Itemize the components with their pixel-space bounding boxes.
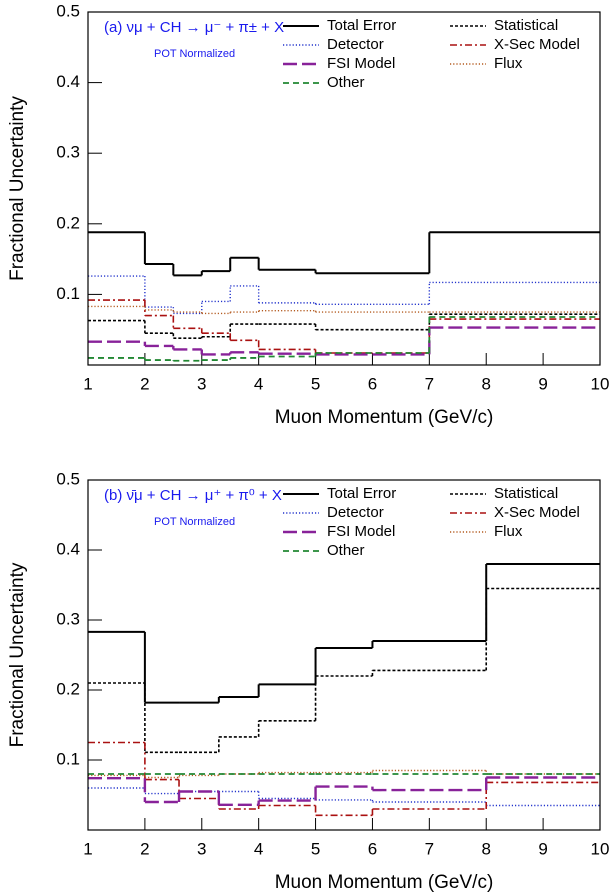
x-tick-label: 6: [368, 374, 377, 393]
chart-subtitle: POT Normalized: [154, 516, 235, 528]
x-tick-label: 9: [538, 839, 547, 858]
chart-subtitle: POT Normalized: [154, 48, 235, 60]
legend-label: Statistical: [494, 17, 558, 34]
x-tick-label: 8: [481, 374, 490, 393]
plot-frame: [87, 11, 601, 366]
x-tick-label: 7: [425, 374, 434, 393]
x-tick-label: 6: [368, 839, 377, 858]
y-tick-label: 0.1: [56, 284, 80, 303]
legend-label: FSI Model: [327, 55, 395, 72]
y-tick-label: 0.2: [56, 679, 80, 698]
x-tick-label: 8: [481, 839, 490, 858]
chart-title: (b) ν̄μ + CH → μ⁺ + π⁰ + X: [104, 487, 282, 504]
x-tick-label: 1: [83, 839, 92, 858]
legend-label: X-Sec Model: [494, 36, 580, 53]
x-axis-title: Muon Momentum (GeV/c): [275, 872, 494, 893]
x-tick-label: 10: [591, 374, 610, 393]
x-tick-label: 3: [197, 839, 206, 858]
y-tick-label: 0.1: [56, 749, 80, 768]
y-tick-label: 0.4: [56, 72, 80, 91]
y-axis-title: Fractional Uncertainty: [7, 562, 28, 747]
legend-label: Statistical: [494, 485, 558, 502]
x-tick-label: 9: [538, 374, 547, 393]
legend-label: Other: [327, 542, 365, 559]
y-axis-title: Fractional Uncertainty: [7, 96, 28, 281]
x-axis-title: Muon Momentum (GeV/c): [275, 407, 494, 428]
legend-label: Total Error: [327, 485, 396, 502]
legend-label: Total Error: [327, 17, 396, 34]
x-tick-label: 1: [83, 374, 92, 393]
x-tick-label: 5: [311, 839, 320, 858]
legend-label: X-Sec Model: [494, 504, 580, 521]
x-tick-label: 10: [591, 839, 610, 858]
y-tick-label: 0.4: [56, 539, 80, 558]
y-tick-label: 0.5: [56, 1, 80, 20]
y-tick-label: 0.3: [56, 143, 80, 162]
x-tick-label: 3: [197, 374, 206, 393]
y-tick-label: 0.3: [56, 609, 80, 628]
legend-label: Other: [327, 74, 365, 91]
x-tick-label: 2: [140, 374, 149, 393]
legend-label: FSI Model: [327, 523, 395, 540]
legend-label: Flux: [494, 55, 523, 72]
y-tick-label: 0.2: [56, 213, 80, 232]
x-tick-label: 5: [311, 374, 320, 393]
plot-frame: [87, 479, 601, 831]
x-tick-label: 4: [254, 839, 263, 858]
legend-label: Detector: [327, 504, 384, 521]
y-tick-label: 0.5: [56, 469, 80, 488]
chart-title: (a) νμ + CH → μ⁻ + π± + X: [104, 19, 284, 36]
legend-label: Flux: [494, 523, 523, 540]
legend-label: Detector: [327, 36, 384, 53]
x-tick-label: 7: [425, 839, 434, 858]
x-tick-label: 4: [254, 374, 263, 393]
x-tick-label: 2: [140, 839, 149, 858]
